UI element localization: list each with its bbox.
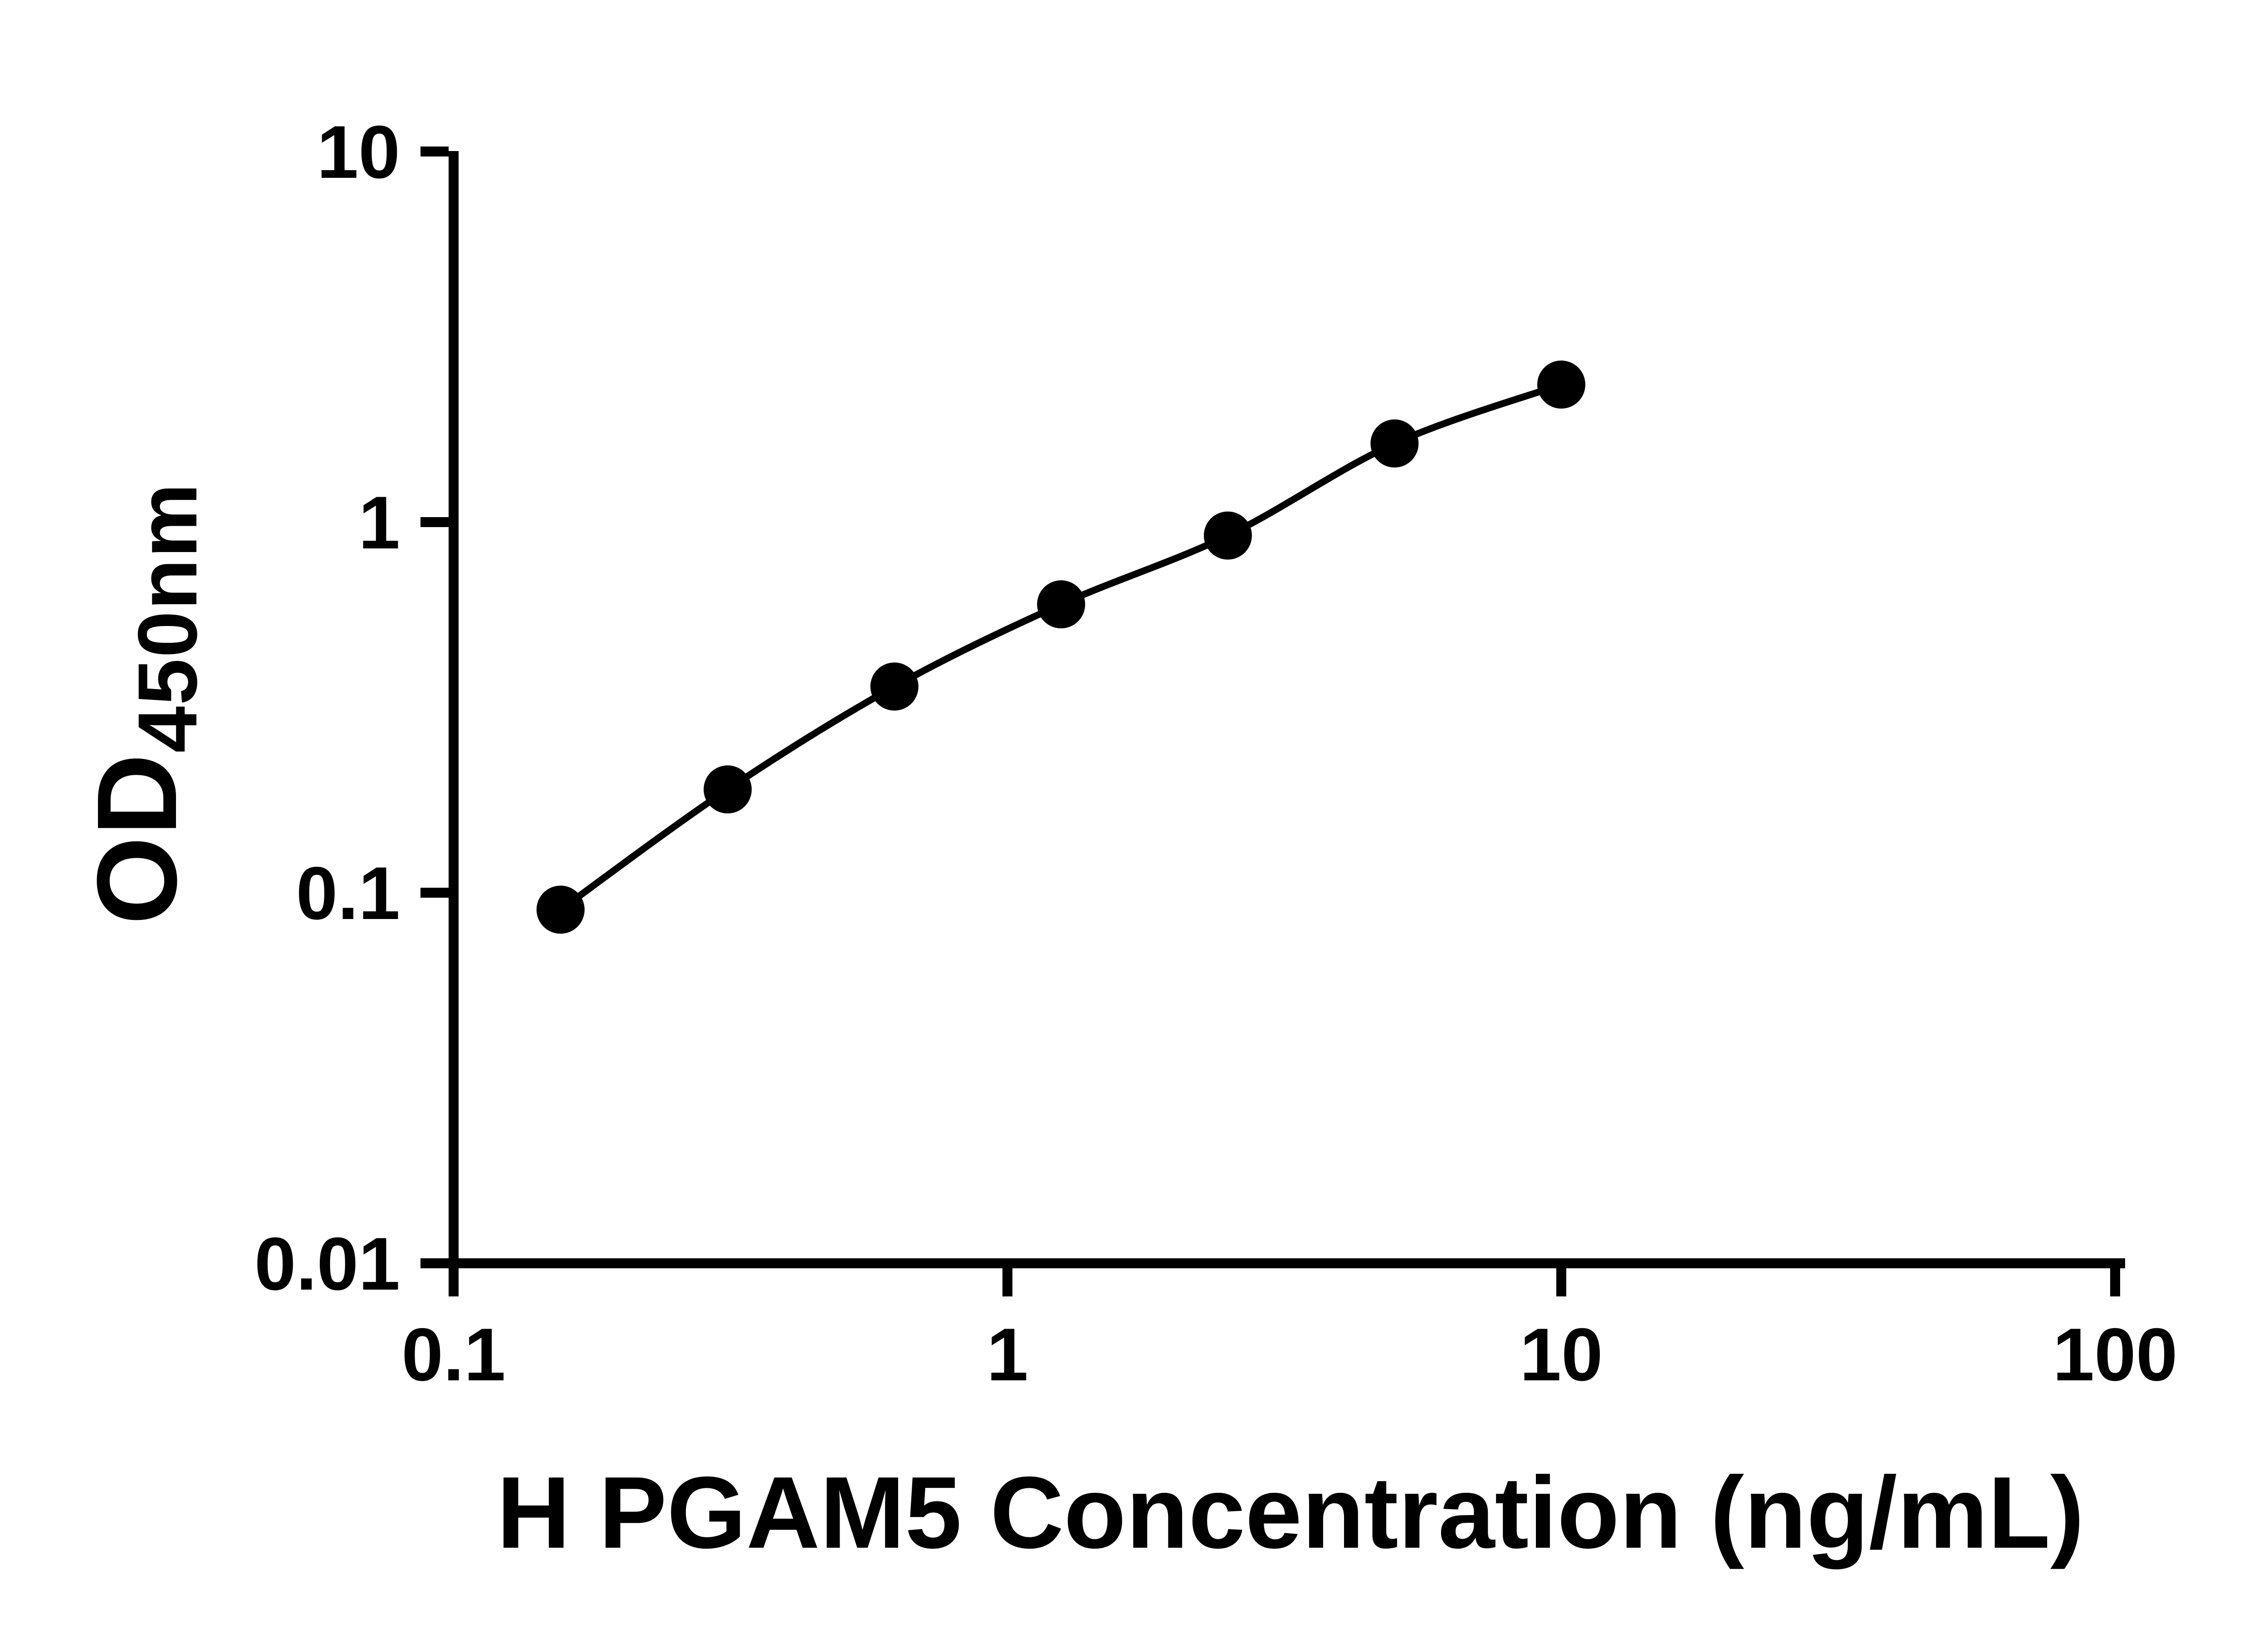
y-axis-title: OD450nm	[72, 482, 216, 924]
y-tick-label: 1	[358, 481, 400, 564]
data-point	[1537, 360, 1585, 409]
curve-line	[558, 381, 1563, 913]
y-axis-title-subscript: 450nm	[121, 482, 215, 753]
x-tick-label: 1	[987, 1313, 1028, 1396]
x-tick-label: 100	[2053, 1313, 2177, 1396]
x-axis-title: H PGAM5 Concentration (ng/mL)	[497, 1455, 2084, 1569]
y-axis-title-main: OD	[73, 753, 200, 925]
data-point	[536, 885, 585, 934]
data-point	[1203, 511, 1252, 560]
y-tick-label: 0.01	[254, 1222, 400, 1305]
x-tick-label: 0.1	[401, 1313, 505, 1396]
x-tick-label: 10	[1520, 1313, 1603, 1396]
data-point	[704, 765, 752, 814]
data-point	[870, 662, 919, 711]
y-tick-label: 0.1	[296, 851, 400, 935]
data-point	[1370, 419, 1419, 468]
data-point	[1037, 580, 1085, 629]
y-tick-label: 10	[317, 110, 400, 194]
